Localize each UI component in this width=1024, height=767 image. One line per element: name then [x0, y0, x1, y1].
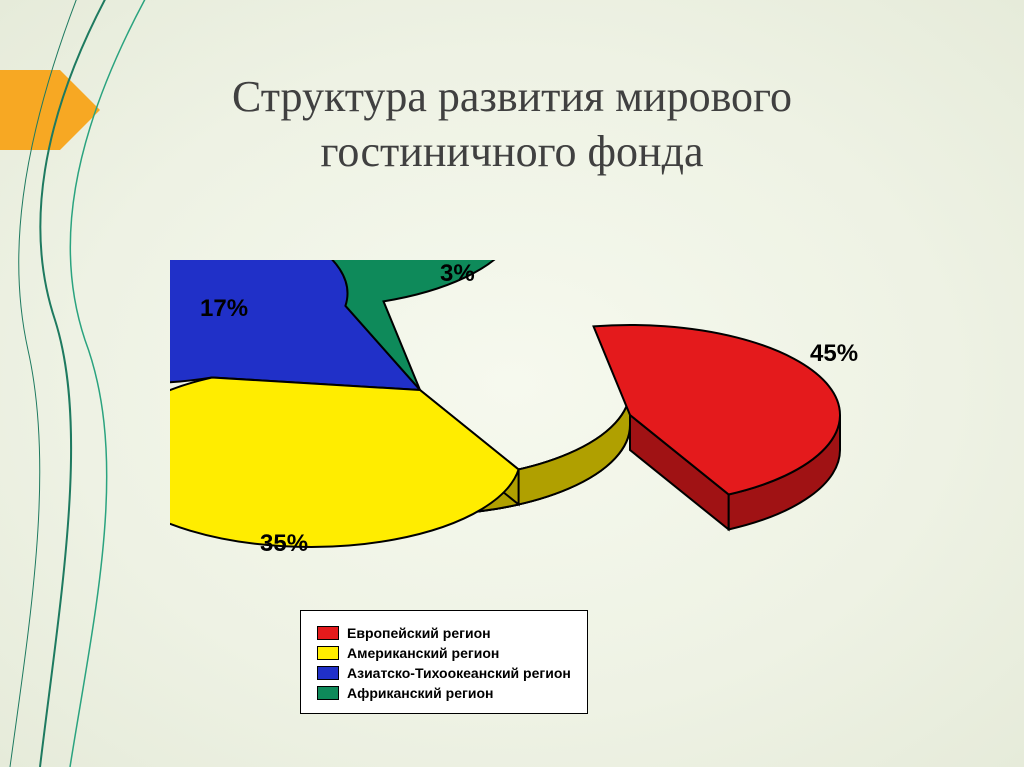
legend-swatch-icon: [317, 666, 339, 680]
pie-chart: 45% 35% 17% 3%: [170, 260, 890, 580]
legend-item: Африканский регион: [317, 685, 571, 701]
slice-label-2: 17%: [200, 295, 248, 323]
legend-swatch-icon: [317, 686, 339, 700]
page-title: Структура развития мирового гостиничного…: [122, 69, 902, 179]
legend-label-1: Американский регион: [347, 645, 499, 661]
legend-label-3: Африканский регион: [347, 685, 493, 701]
legend-item: Азиатско-Тихоокеанский регион: [317, 665, 571, 681]
legend-item: Американский регион: [317, 645, 571, 661]
slice-label-3: 3%: [440, 260, 475, 288]
legend-swatch-icon: [317, 626, 339, 640]
slice-label-1: 35%: [260, 530, 308, 558]
corner-shape-icon: [0, 70, 100, 150]
legend-item: Европейский регион: [317, 625, 571, 641]
slide: Структура развития мирового гостиничного…: [0, 0, 1024, 767]
legend-label-0: Европейский регион: [347, 625, 491, 641]
slice-label-0: 45%: [810, 340, 858, 368]
legend-label-2: Азиатско-Тихоокеанский регион: [347, 665, 571, 681]
legend: Европейский регион Американский регион А…: [300, 610, 588, 714]
legend-swatch-icon: [317, 646, 339, 660]
